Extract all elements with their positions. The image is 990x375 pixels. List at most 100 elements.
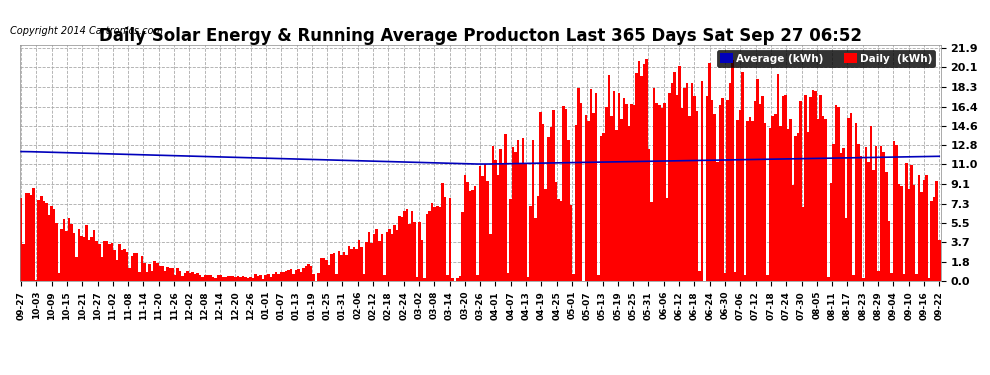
Bar [918,175,921,281]
Bar [52,209,55,281]
Bar [847,118,849,281]
Bar [716,162,719,281]
Bar [436,206,439,281]
Bar [691,84,693,281]
Bar [277,274,279,281]
Bar [615,130,618,281]
Bar [139,272,141,281]
Bar [113,250,116,281]
Bar [830,183,832,281]
Bar [872,170,875,281]
Bar [78,229,80,281]
Bar [134,253,136,281]
Bar [355,249,357,281]
Bar [189,273,191,281]
Bar [645,59,647,281]
Bar [179,271,181,281]
Bar [494,160,497,281]
Bar [540,112,542,281]
Bar [761,96,764,281]
Bar [201,277,204,281]
Bar [910,165,913,281]
Bar [908,189,910,281]
Bar [245,277,247,281]
Bar [887,220,890,281]
Bar [360,247,363,281]
Bar [631,104,633,281]
Bar [25,193,28,281]
Bar [40,196,43,281]
Bar [537,196,540,281]
Bar [903,274,905,281]
Bar [739,110,742,281]
Bar [365,242,368,281]
Bar [557,200,559,281]
Bar [774,114,776,281]
Bar [838,107,840,281]
Bar [799,100,802,281]
Bar [517,140,519,281]
Bar [421,240,424,281]
Bar [608,75,610,281]
Bar [292,274,295,281]
Bar [347,246,350,281]
Bar [789,118,792,281]
Bar [933,197,936,281]
Bar [333,253,335,281]
Bar [471,190,474,281]
Bar [300,272,302,281]
Bar [229,276,232,281]
Bar [257,276,259,281]
Bar [136,253,139,281]
Bar [287,270,290,281]
Bar [129,268,131,281]
Bar [721,98,724,281]
Bar [55,223,57,281]
Bar [20,198,23,281]
Bar [144,263,146,281]
Bar [48,214,50,281]
Bar [156,263,158,281]
Bar [30,195,33,281]
Bar [186,271,189,281]
Bar [810,97,812,281]
Bar [663,103,665,281]
Bar [817,120,820,281]
Bar [724,273,726,281]
Bar [665,198,668,281]
Bar [375,229,378,281]
Bar [380,234,383,281]
Bar [512,147,514,281]
Bar [527,277,530,281]
Bar [295,270,297,281]
Bar [572,274,575,281]
Bar [466,182,469,281]
Bar [849,112,852,281]
Bar [199,275,201,281]
Text: Copyright 2014 Cartronics.com: Copyright 2014 Cartronics.com [10,26,163,36]
Bar [307,264,310,281]
Bar [45,203,48,281]
Bar [567,140,569,281]
Bar [23,244,25,281]
Bar [126,252,129,281]
Bar [431,203,434,281]
Bar [247,278,249,281]
Bar [658,105,660,281]
Bar [698,271,701,281]
Bar [391,234,393,281]
Bar [678,66,681,281]
Bar [835,105,838,281]
Bar [456,278,458,281]
Bar [613,92,615,281]
Bar [842,148,844,281]
Bar [476,274,479,281]
Bar [290,269,292,281]
Bar [350,249,352,281]
Bar [489,234,491,281]
Bar [559,201,562,281]
Bar [111,243,113,281]
Bar [191,272,194,281]
Bar [771,116,774,281]
Bar [525,163,527,281]
